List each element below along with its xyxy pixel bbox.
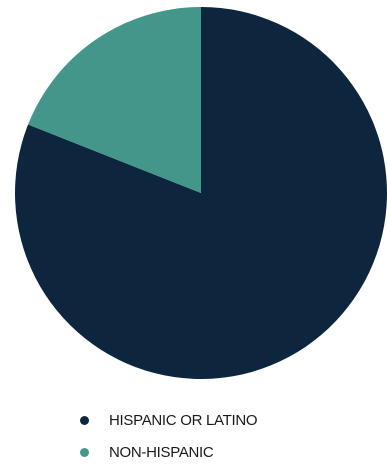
legend-swatch-non-hispanic xyxy=(80,447,89,457)
pie-slice-non-hispanic xyxy=(28,7,202,193)
legend-swatch-hispanic-or-latino xyxy=(80,415,89,425)
pie-chart xyxy=(14,7,387,380)
legend-item-hispanic-or-latino: HISPANIC OR LATINO xyxy=(80,410,258,430)
legend: HISPANIC OR LATINO NON-HISPANIC xyxy=(80,410,258,474)
legend-label-non-hispanic: NON-HISPANIC xyxy=(109,443,214,461)
legend-item-non-hispanic: NON-HISPANIC xyxy=(80,442,257,462)
pie-slice-hispanic-or-latino xyxy=(14,7,387,380)
legend-label-hispanic-or-latino: HISPANIC OR LATINO xyxy=(109,411,258,429)
